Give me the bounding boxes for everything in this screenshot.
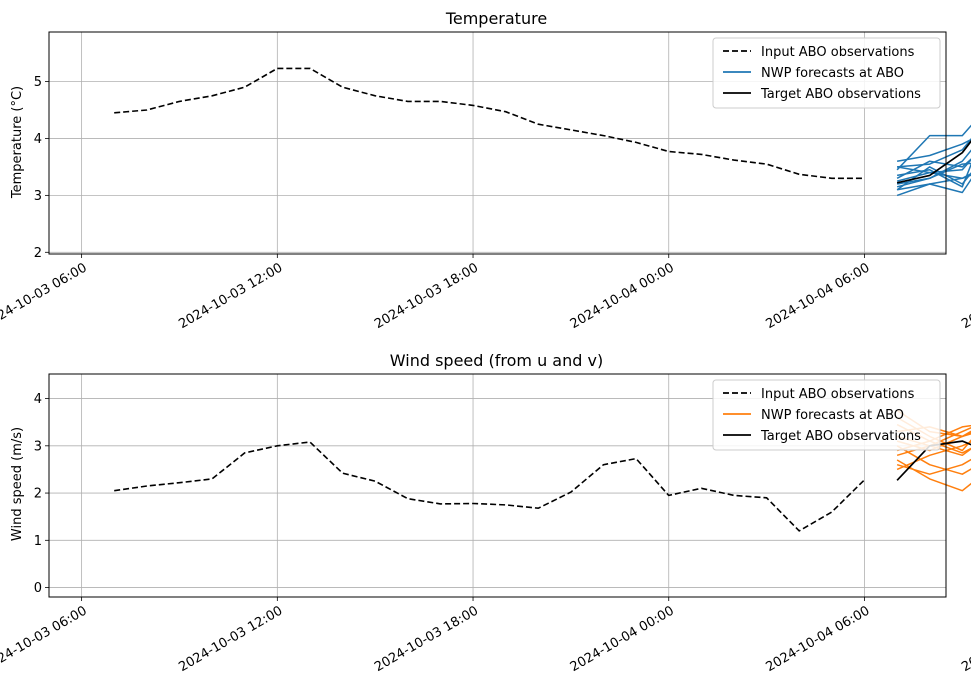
- temperature-legend: Input ABO observations NWP forecasts at …: [712, 37, 941, 109]
- wind-speed-axes-frame: [48, 373, 947, 598]
- temperature-legend-box: [712, 37, 941, 109]
- wind-speed-legend-target-label: Target ABO observations: [760, 429, 921, 444]
- wind-speed-y-axis-label: Wind speed (m/s): [10, 427, 25, 541]
- temperature-input-observations-line: [114, 67, 865, 180]
- wind-speed-ytick-label: 4: [34, 392, 42, 407]
- temperature-ytick-label: 5: [34, 75, 42, 90]
- wind-speed-chart-title: Wind speed (from u and v): [390, 351, 603, 370]
- wind-speed-legend: Input ABO observations NWP forecasts at …: [712, 379, 941, 451]
- temperature-legend-input-label: Input ABO observations: [761, 45, 915, 60]
- temperature-chart-title: Temperature: [445, 9, 547, 28]
- wind-speed-input-observations-line: [114, 441, 866, 532]
- temperature-y-axis-label: Temperature (°C): [10, 86, 25, 199]
- wind-speed-legend-box: [712, 379, 941, 451]
- wind-speed-series: [114, 409, 971, 532]
- wind-speed-ytick-label: 2: [34, 487, 42, 502]
- temperature-ytick-label: 2: [34, 246, 42, 261]
- temperature-axes-frame: [48, 31, 947, 255]
- temperature-legend-target-label: Target ABO observations: [760, 87, 921, 102]
- wind-speed-ytick-label: 0: [34, 581, 42, 596]
- temperature-series: [114, 67, 971, 197]
- wind-speed-ytick-label: 3: [34, 439, 42, 454]
- temperature-ytick-label: 3: [34, 189, 42, 204]
- temperature-legend-nwp-label: NWP forecasts at ABO: [761, 66, 904, 81]
- wind-speed-legend-input-label: Input ABO observations: [761, 387, 915, 402]
- wind-speed-ytick-label: 1: [34, 534, 42, 549]
- temperature-ytick-label: 4: [34, 132, 42, 147]
- wind-speed-legend-nwp-label: NWP forecasts at ABO: [761, 408, 904, 423]
